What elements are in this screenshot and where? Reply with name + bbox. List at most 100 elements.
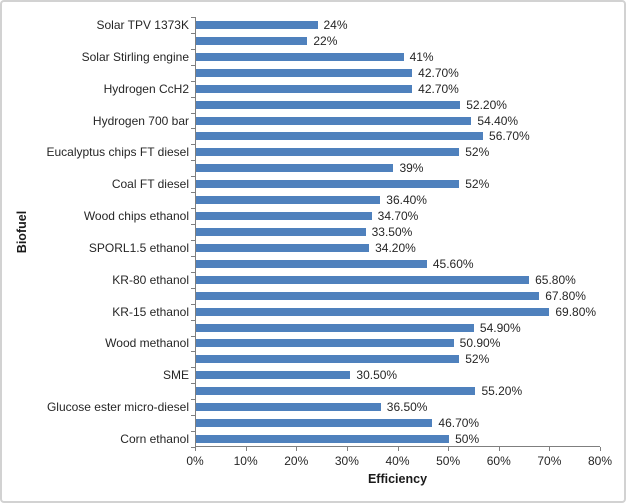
value-label: 42.70% [418,81,459,96]
bar [196,116,472,125]
y-axis-tick [191,192,195,194]
bar [196,148,460,157]
category-label: Wood methanol [105,336,189,351]
bar [196,20,318,29]
category-label: Hydrogen 700 bar [92,113,189,128]
bar [196,212,372,221]
y-axis-tick [191,335,195,337]
y-axis-tick [191,144,195,146]
category-label: Eucalyptus chips FT diesel [46,145,189,160]
value-label: 30.50% [356,368,398,383]
x-tick-label: 40% [385,454,410,468]
y-axis-tick [191,303,195,305]
category-label: Solar TPV 1373K [96,17,189,32]
value-label: 52% [465,177,490,192]
category-label: Corn ethanol [120,432,189,447]
x-axis-tick [448,447,450,451]
bar [196,164,394,173]
value-label: 45.60% [432,256,474,271]
value-label: 50% [455,432,480,447]
x-tick-label: 60% [486,454,511,468]
x-tick-label: 80% [587,454,613,468]
bar [196,339,454,348]
value-label: 24% [323,17,348,32]
plot-area [195,17,600,447]
value-label: 46.70% [438,416,480,431]
value-label: 54.40% [477,113,519,128]
category-label: SPORL1.5 ethanol [88,240,189,255]
x-axis-tick [346,447,348,451]
value-label: 65.80% [535,272,576,287]
bar [196,387,476,396]
y-axis-tick [191,447,195,448]
x-axis-tick [498,447,500,451]
bar [196,84,413,93]
y-axis-tick [191,431,195,433]
category-label: KR-15 ethanol [112,304,189,319]
value-label: 54.90% [479,320,521,335]
category-label: Solar Stirling engine [81,49,189,64]
y-axis-tick [191,224,195,226]
x-tick-label: 70% [537,454,562,468]
x-tick-label: 20% [284,454,309,468]
bar [196,259,427,268]
x-tick-label: 0% [186,454,204,468]
y-axis-tick [191,96,195,98]
bar [196,243,370,252]
bar [196,307,550,316]
category-label: Wood chips ethanol [83,209,189,224]
y-axis-tick [191,415,195,417]
bar [196,132,484,141]
x-tick-label: 30% [334,454,359,468]
value-label: 33.50% [371,225,413,239]
value-label: 67.80% [545,288,586,303]
value-label: 39% [399,161,424,176]
bar [196,419,433,428]
bar [196,323,474,332]
value-label: 50.90% [459,336,501,351]
y-axis-tick [191,48,195,50]
y-axis-tick [191,17,195,18]
y-axis-tick [191,383,195,385]
y-axis-tick [191,176,195,178]
value-label: 52.20% [466,97,507,112]
x-axis-tick [245,447,247,451]
x-axis-title: Efficiency [367,472,428,486]
bar [196,68,413,77]
bar [196,100,461,109]
value-label: 36.50% [386,400,428,415]
x-tick-label: 50% [436,454,461,468]
x-axis-tick [549,447,551,451]
value-label: 56.70% [489,129,530,144]
bar [196,355,460,364]
x-tick-label: 10% [233,454,258,468]
y-axis-tick [191,319,195,321]
y-axis-tick [191,80,195,82]
category-label: Hydrogen CcH2 [103,81,189,96]
value-label: 42.70% [418,65,459,80]
x-axis-tick [600,447,601,451]
y-axis-title: Biofuel [15,210,29,254]
category-label: SME [162,368,189,383]
y-axis-tick [191,239,195,241]
value-label: 69.80% [555,304,597,319]
y-axis-tick [191,351,195,353]
bar [196,180,460,189]
value-label: 41% [409,49,434,64]
x-axis-tick [195,447,196,451]
value-label: 34.20% [375,240,416,255]
category-label: KR-80 ethanol [112,272,189,287]
value-label: 52% [465,145,490,160]
value-label: 22% [313,33,338,48]
value-label: 34.70% [377,209,419,224]
y-axis-tick [191,64,195,66]
category-label: Glucose ester micro-diesel [46,400,189,415]
y-axis-tick [191,255,195,257]
bar [196,435,450,444]
bar [196,291,540,300]
y-axis-tick [191,287,195,289]
y-axis-tick [191,32,195,34]
bar [196,36,308,45]
y-axis-tick [191,128,195,130]
y-axis-tick [191,160,195,162]
